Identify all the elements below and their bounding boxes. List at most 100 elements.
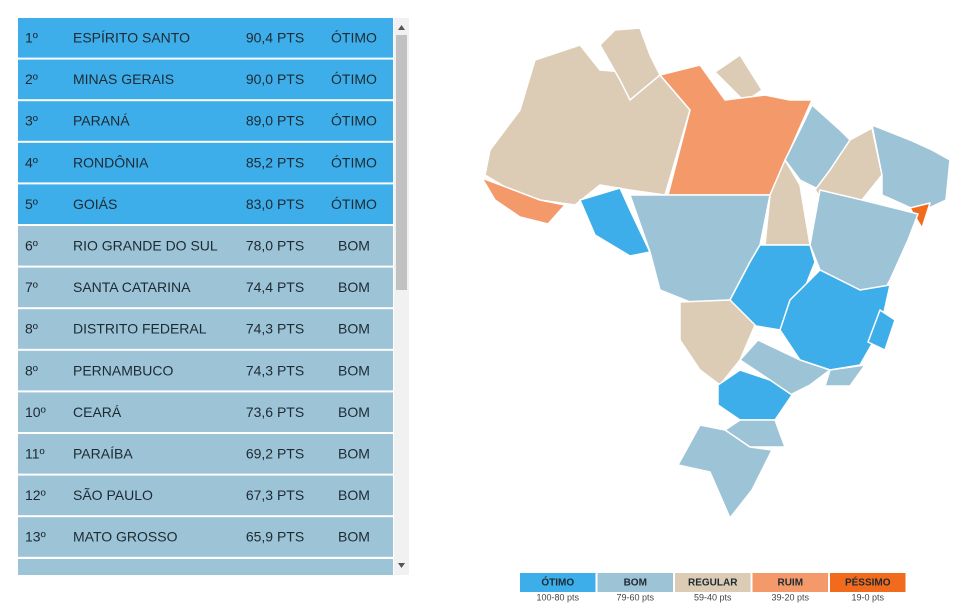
legend-swatch <box>597 573 673 592</box>
rating: BOM <box>338 279 370 295</box>
rank: 8º <box>25 321 38 337</box>
rank: 6º <box>25 238 38 254</box>
legend-swatch <box>520 573 596 592</box>
points: 74,3 PTS <box>246 362 304 378</box>
rank: 2º <box>25 71 38 87</box>
brazil-map <box>481 27 951 519</box>
state <box>714 54 763 103</box>
legend-swatch <box>675 573 751 592</box>
state-name: ESPÍRITO SANTO <box>73 30 190 46</box>
rating: BOM <box>338 404 370 420</box>
state <box>599 27 661 101</box>
state-name: PERNAMBUCO <box>73 362 173 378</box>
state-name: DISTRITO FEDERAL <box>73 321 207 337</box>
rating: ÓTIMO <box>331 196 377 212</box>
state-name: MINAS GERAIS <box>73 71 174 87</box>
points: 65,9 PTS <box>246 529 304 545</box>
points: 67,3 PTS <box>246 487 304 503</box>
legend-label: RUIM <box>777 578 803 589</box>
scroll-thumb[interactable] <box>396 35 407 290</box>
state <box>484 44 691 206</box>
legend-label: PÉSSIMO <box>845 576 891 589</box>
legend-swatch <box>752 573 828 592</box>
legend-range: 19-0 pts <box>851 592 884 602</box>
table-row <box>18 226 393 266</box>
rank: 7º <box>25 279 38 295</box>
legend-range: 79-60 pts <box>616 592 654 602</box>
state-name: PARAÍBA <box>73 446 133 462</box>
state <box>724 419 786 448</box>
rating: ÓTIMO <box>331 113 377 129</box>
legend-label: BOM <box>624 578 647 589</box>
state <box>659 64 813 196</box>
state-name: PARANÁ <box>73 113 130 129</box>
points: 83,0 PTS <box>246 196 304 212</box>
points: 69,2 PTS <box>246 446 304 462</box>
legend-label: REGULAR <box>688 578 738 589</box>
state <box>871 124 951 213</box>
table-row <box>18 101 393 141</box>
state <box>481 177 566 225</box>
points: 73,6 PTS <box>246 404 304 420</box>
rating: ÓTIMO <box>331 30 377 46</box>
state <box>677 424 773 519</box>
table-row <box>18 475 393 516</box>
scroll-up[interactable] <box>398 25 405 30</box>
rating: BOM <box>338 321 370 337</box>
state <box>717 369 793 421</box>
table-row <box>18 309 393 349</box>
points: 90,4 PTS <box>246 30 304 46</box>
ranking-table: 1º ESPÍRITO SANTO 90,4 PTS ÓTIMO 2º MINAS GER… <box>18 18 393 557</box>
state-name: CEARÁ <box>73 404 122 420</box>
points: 74,4 PTS <box>246 279 304 295</box>
rank: 5º <box>25 196 38 212</box>
rating: BOM <box>338 487 370 503</box>
table-row <box>18 350 393 391</box>
points: 89,0 PTS <box>246 113 304 129</box>
rating: BOM <box>338 362 370 378</box>
table-row <box>18 517 393 557</box>
partial-row <box>18 559 393 575</box>
state <box>867 309 896 351</box>
state <box>679 299 756 386</box>
points: 85,2 PTS <box>246 154 304 170</box>
legend-range: 39-20 pts <box>771 592 809 602</box>
rank: 4º <box>25 154 38 170</box>
points: 74,3 PTS <box>246 321 304 337</box>
state-name: RIO GRANDE DO SUL <box>73 238 218 254</box>
rank: 1º <box>25 30 38 46</box>
state <box>764 159 811 246</box>
rank: 12º <box>25 487 46 503</box>
legend-range: 59-40 pts <box>694 592 732 602</box>
rank: 10º <box>25 404 46 420</box>
state-name: MATO GROSSO <box>73 529 178 545</box>
state-name: SANTA CATARINA <box>73 279 191 295</box>
rating: BOM <box>338 446 370 462</box>
state <box>779 269 891 371</box>
points: 90,0 PTS <box>246 71 304 87</box>
rating: ÓTIMO <box>331 71 377 87</box>
scroll-down[interactable] <box>398 563 405 568</box>
legend-range: 100-80 pts <box>536 592 579 602</box>
rating: BOM <box>338 238 370 254</box>
state-name: RONDÔNIA <box>73 154 149 170</box>
state <box>824 364 866 387</box>
table-row <box>18 434 393 474</box>
table-row <box>18 59 393 100</box>
state-name: SÃO PAULO <box>73 487 153 503</box>
legend-label: ÓTIMO <box>541 576 574 589</box>
table-row <box>18 18 393 58</box>
points: 78,0 PTS <box>246 238 304 254</box>
table-row <box>18 184 393 224</box>
rank: 11º <box>25 446 45 462</box>
legend-swatch <box>830 573 906 592</box>
table-row <box>18 392 393 432</box>
rank: 8º <box>25 362 38 378</box>
table-row <box>18 142 393 183</box>
rank: 3º <box>25 113 38 129</box>
rank: 13º <box>25 529 46 545</box>
rating: BOM <box>338 529 370 545</box>
legend: ÓTIMO 100-80 pts BOM 79-60 pts REGULAR 59-40 … <box>520 573 906 602</box>
table-row <box>18 267 393 308</box>
